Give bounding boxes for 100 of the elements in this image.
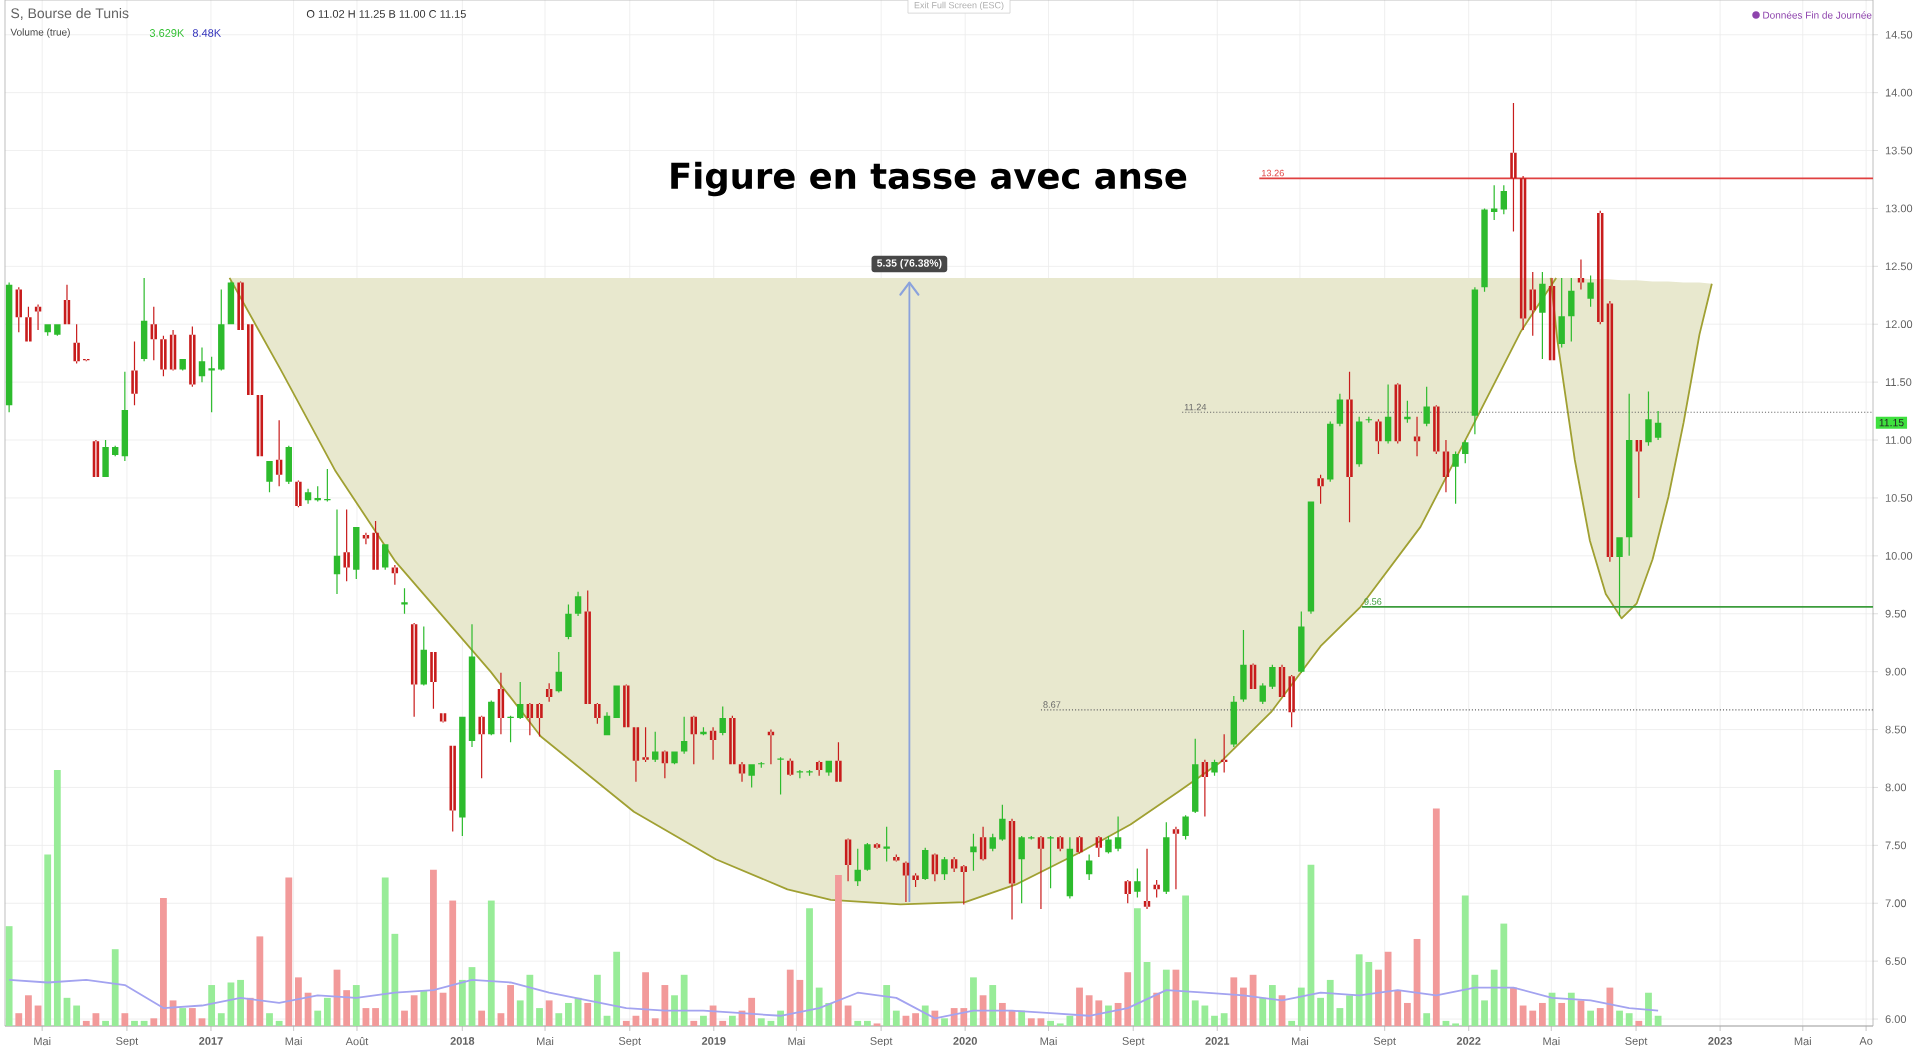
candlestick (189, 326, 196, 387)
candlestick (1481, 208, 1488, 292)
candlestick (767, 729, 775, 765)
candlestick (1114, 816, 1122, 852)
bar (941, 1018, 948, 1027)
bar (1432, 808, 1440, 1027)
candlestick (1153, 880, 1160, 898)
candlestick (661, 750, 669, 779)
x-tick-label: Ao (1859, 1037, 1873, 1045)
candlestick (198, 347, 206, 383)
bar (295, 977, 302, 1027)
candlestick (131, 341, 138, 406)
x-tick-label: Mai (1543, 1037, 1560, 1046)
x-tick-label: Mai (285, 1037, 302, 1046)
bar (1095, 1000, 1103, 1027)
annotation: 8.48K (192, 29, 221, 37)
candlestick (150, 306, 157, 361)
bar (1162, 969, 1170, 1027)
candlestick (160, 335, 167, 377)
candlestick (1510, 103, 1517, 232)
candlestick (950, 856, 958, 872)
candlestick (1394, 383, 1401, 444)
bar (1056, 1023, 1064, 1027)
bar (998, 1002, 1006, 1027)
bar (565, 1002, 572, 1027)
bar (1423, 1013, 1431, 1027)
y-tick-label: 11.00 (1885, 436, 1912, 444)
bar (1259, 997, 1267, 1027)
bar (237, 979, 244, 1027)
candlestick (729, 715, 736, 765)
bar (198, 1018, 206, 1027)
candlestick (979, 826, 987, 861)
bar (613, 951, 621, 1027)
candlestick (497, 672, 505, 735)
bar (1191, 1000, 1199, 1027)
bar (1317, 997, 1324, 1027)
candlestick (430, 651, 437, 709)
bar (835, 874, 842, 1027)
bar (921, 1005, 929, 1027)
annotation: Données Fin de Journée (1763, 11, 1872, 19)
candlestick (25, 306, 32, 342)
candlestick (34, 304, 42, 331)
bar (584, 1002, 592, 1027)
annotation: 5.35 (76.38%) (877, 259, 942, 269)
bar (73, 1005, 81, 1027)
bar (430, 869, 437, 1027)
candlestick (1298, 611, 1305, 673)
candlestick (1635, 440, 1643, 498)
bar (1606, 987, 1614, 1027)
x-tick-label: Mai (1040, 1037, 1057, 1046)
y-tick-label: 10.50 (1885, 494, 1913, 502)
text: Figure en tasse avec anse (671, 161, 1187, 197)
candlestick (247, 324, 254, 395)
candlestick (333, 509, 341, 595)
bar (1384, 951, 1392, 1027)
bar (1336, 1008, 1344, 1027)
bar (1616, 1010, 1623, 1027)
candlestick (1346, 371, 1353, 523)
x-tick-label: Mai (1794, 1037, 1811, 1046)
bar (863, 1020, 871, 1027)
bar (121, 1013, 129, 1027)
candlestick (787, 758, 794, 776)
bar (970, 977, 977, 1027)
bar (700, 1015, 707, 1027)
y-tick-label: 8.50 (1885, 725, 1907, 734)
bar (1066, 1015, 1074, 1027)
bar (1355, 954, 1363, 1027)
bar (1268, 985, 1276, 1027)
candlestick (1433, 405, 1440, 454)
bar (391, 933, 399, 1027)
bar (622, 1020, 630, 1027)
candlestick (1577, 259, 1585, 290)
bar (208, 985, 216, 1027)
bar (246, 997, 254, 1027)
candlestick (1375, 419, 1382, 454)
candlestick (1519, 176, 1527, 331)
candlestick (748, 764, 755, 788)
bar (1230, 977, 1238, 1027)
x-tick-label: Mai (537, 1037, 554, 1046)
bar (1538, 1002, 1546, 1027)
x-tick-label: 2022 (1456, 1037, 1481, 1045)
candlestick (275, 420, 283, 487)
candlestick (536, 702, 543, 737)
candlestick (864, 843, 871, 871)
candlestick (1558, 277, 1565, 348)
candlestick (1201, 759, 1209, 817)
candlestick (835, 742, 842, 782)
y-tick-label: 9.50 (1885, 609, 1907, 618)
series-label: 13.26 (1261, 169, 1284, 177)
bar (1596, 1008, 1604, 1027)
candlestick (1057, 836, 1064, 852)
bar (487, 900, 495, 1027)
candlestick (1240, 629, 1247, 702)
candlestick (777, 757, 784, 795)
bar (1510, 987, 1517, 1027)
bar (1654, 1015, 1662, 1027)
candlestick (623, 684, 630, 728)
bar (1297, 987, 1305, 1027)
y-tick-label: 12.50 (1885, 262, 1913, 271)
bar (912, 1013, 919, 1027)
